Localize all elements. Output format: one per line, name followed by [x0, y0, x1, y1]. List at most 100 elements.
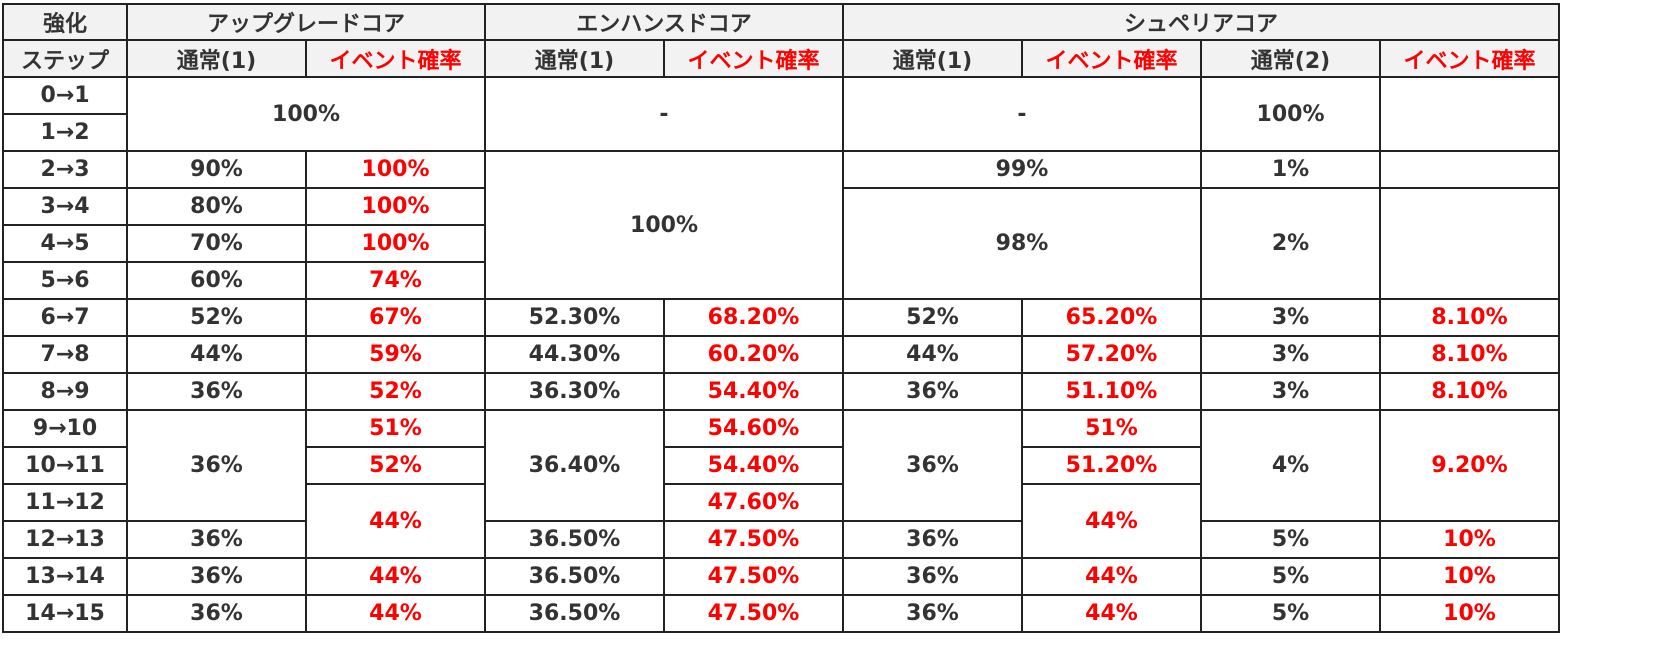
upgrade-normal1-cell: 36% [126, 594, 307, 633]
step-label: 0→1 [2, 76, 128, 115]
upgrade-normal1-cell: 36% [126, 557, 307, 596]
superior-event2-cell: 10% [1379, 557, 1560, 596]
superior-normal1-cell: 36% [842, 520, 1023, 559]
step-label: 10→11 [2, 446, 128, 485]
superior-normal1-cell: 36% [842, 409, 1023, 522]
step-header-line2: ステップ [2, 39, 128, 78]
upgrade-event-cell: 52% [305, 372, 486, 411]
table-row: 6→7 52% 67% 52.30% 68.20% 52% 65.20% 3% … [2, 298, 1560, 337]
upgrade-event-cell: 74% [305, 261, 486, 300]
upgrade-normal1-header: 通常(1) [126, 39, 307, 78]
upgrade-normal1-cell: 36% [126, 372, 307, 411]
enhanced-event-header: イベント確率 [663, 39, 844, 78]
step-label: 3→4 [2, 187, 128, 226]
table-container: 強化 アップグレードコア エンハンスドコア シュペリアコア ステップ 通常(1)… [2, 3, 1560, 633]
enhanced-normal1-cell: 52.30% [484, 298, 665, 337]
upgrade-event-cell: 44% [305, 483, 486, 559]
table-row: 11→12 44% 47.60% 44% [2, 483, 1559, 559]
table-row: 9→10 36% 51% 36.40% 54.60% 36% 51% 4% 9.… [2, 409, 1560, 522]
upgrade-core-header: アップグレードコア [126, 3, 486, 41]
upgrade-event-cell: 100% [305, 187, 486, 226]
enhanced-normal1-cell: 36.30% [484, 372, 665, 411]
upgrade-normal1-cell: 70% [126, 224, 307, 263]
superior-event2-cell: 8.10% [1379, 335, 1560, 374]
table-row: 3→4 80% 100% 98% 2% [2, 187, 1560, 300]
upgrade-normal1-cell: 80% [126, 187, 307, 226]
superior-normal2-cell: 4% [1200, 409, 1381, 522]
superior-normal2-cell: 2% [1200, 187, 1381, 300]
enhanced-event-cell: 54.40% [663, 446, 844, 485]
enhanced-normal1-cell: 44.30% [484, 335, 665, 374]
superior-normal2-cell: 3% [1200, 298, 1381, 337]
superior-event2-cell: 8.10% [1379, 372, 1560, 411]
superior-normal1-cell: 44% [842, 335, 1023, 374]
step-label: 14→15 [2, 594, 128, 633]
step-label: 12→13 [2, 520, 128, 559]
enhanced-core-header: エンハンスドコア [484, 3, 844, 41]
superior-normal2-cell: 100% [1200, 76, 1381, 152]
superior-event-cell: 51% [1021, 409, 1202, 448]
superior-event-header: イベント確率 [1021, 39, 1202, 78]
upgrade-event-cell: 44% [305, 557, 486, 596]
step-label: 13→14 [2, 557, 128, 596]
superior-normal2-cell: 5% [1200, 594, 1381, 633]
upgrade-event-cell: 52% [305, 446, 486, 485]
upgrade-normal1-cell: 44% [126, 335, 307, 374]
superior-core-header: シュペリアコア [842, 3, 1560, 41]
superior-normal1-cell: 98% [842, 187, 1202, 300]
enhanced-cell: - [484, 76, 844, 152]
step-label: 5→6 [2, 261, 128, 300]
enhanced-normal1-header: 通常(1) [484, 39, 665, 78]
step-label: 8→9 [2, 372, 128, 411]
enhanced-cell: 100% [484, 150, 844, 300]
upgrade-normal1-cell: 36% [126, 520, 307, 559]
superior-event-cell: 44% [1021, 594, 1202, 633]
table-row: 12→13 36% 36.50% 47.50% 36% 5% 10% [2, 520, 1560, 559]
enhanced-event-cell: 47.50% [663, 557, 844, 596]
upgrade-normal1-cell: 36% [126, 409, 307, 522]
upgrade-normal1-cell: 90% [126, 150, 307, 189]
superior-normal2-cell: 5% [1200, 557, 1381, 596]
table-row: 4→5 70% 100% [2, 224, 1559, 263]
superior-event-cell: 51.10% [1021, 372, 1202, 411]
superior-event-cell: 57.20% [1021, 335, 1202, 374]
enhanced-normal1-cell: 36.50% [484, 594, 665, 633]
superior-normal1-cell: - [842, 76, 1202, 152]
superior-normal1-cell: 36% [842, 557, 1023, 596]
superior-event2-header: イベント確率 [1379, 39, 1560, 78]
step-label: 4→5 [2, 224, 128, 263]
superior-event2-cell: 10% [1379, 520, 1560, 559]
upgrade-event-cell: 44% [305, 594, 486, 633]
step-label: 6→7 [2, 298, 128, 337]
enhanced-event-cell: 47.50% [663, 594, 844, 633]
enhanced-event-cell: 47.50% [663, 520, 844, 559]
upgrade-cell: 100% [126, 76, 486, 152]
superior-event2-cell [1379, 76, 1560, 152]
superior-normal2-cell: 3% [1200, 335, 1381, 374]
superior-normal2-cell: 3% [1200, 372, 1381, 411]
table-row: 1→2 [2, 113, 1559, 152]
table-row: 5→6 60% 74% [2, 261, 1559, 300]
superior-normal2-header: 通常(2) [1200, 39, 1381, 78]
superior-event-cell: 44% [1021, 557, 1202, 596]
table-row: 7→8 44% 59% 44.30% 60.20% 44% 57.20% 3% … [2, 335, 1560, 374]
table-row: 14→15 36% 44% 36.50% 47.50% 36% 44% 5% 1… [2, 594, 1560, 633]
superior-event-cell: 44% [1021, 483, 1202, 559]
superior-normal1-cell: 99% [842, 150, 1202, 189]
superior-event2-cell: 8.10% [1379, 298, 1560, 337]
upgrade-normal1-cell: 60% [126, 261, 307, 300]
enhancement-probability-table: 強化 アップグレードコア エンハンスドコア シュペリアコア ステップ 通常(1)… [2, 3, 1560, 633]
superior-event2-cell: 9.20% [1379, 409, 1560, 522]
superior-event2-cell: 10% [1379, 594, 1560, 633]
table-row: 2→3 90% 100% 100% 99% 1% [2, 150, 1560, 300]
upgrade-event-cell: 59% [305, 335, 486, 374]
table-row: 8→9 36% 52% 36.30% 54.40% 36% 51.10% 3% … [2, 372, 1560, 411]
enhanced-event-cell: 60.20% [663, 335, 844, 374]
superior-normal2-cell: 5% [1200, 520, 1381, 559]
table-row: 13→14 36% 44% 36.50% 47.50% 36% 44% 5% 1… [2, 557, 1560, 596]
superior-event-cell: 51.20% [1021, 446, 1202, 485]
header-row-2: ステップ 通常(1) イベント確率 通常(1) イベント確率 通常(1) イベン… [2, 39, 1560, 78]
enhanced-event-cell: 54.40% [663, 372, 844, 411]
enhanced-event-cell: 54.60% [663, 409, 844, 448]
upgrade-event-cell: 51% [305, 409, 486, 448]
